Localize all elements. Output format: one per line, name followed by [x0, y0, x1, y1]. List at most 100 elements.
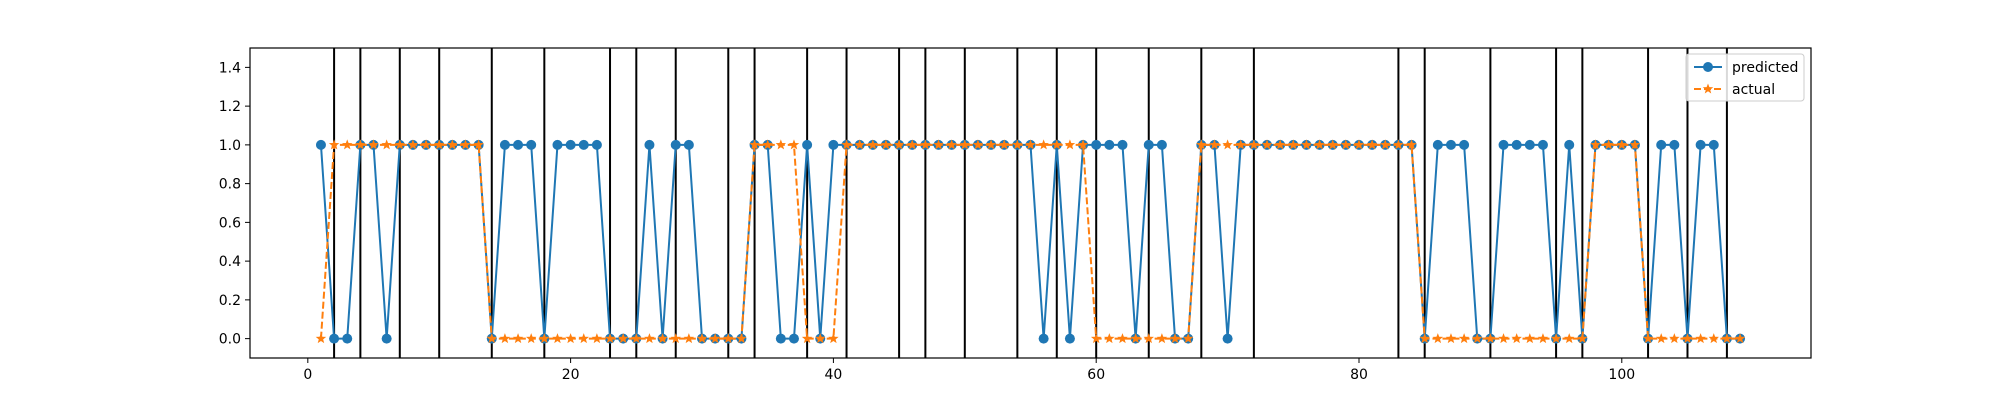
- data-point-actual: [880, 139, 892, 150]
- data-point-predicted: [1524, 139, 1535, 150]
- data-point-predicted: [1564, 139, 1575, 150]
- data-point-predicted: [1537, 139, 1548, 150]
- data-point-actual: [1472, 333, 1483, 344]
- data-point-actual: [867, 139, 879, 150]
- data-point-predicted: [513, 139, 524, 150]
- data-point-actual: [1550, 333, 1562, 344]
- data-point-actual: [486, 333, 497, 344]
- y-tick-label: 0.8: [219, 177, 241, 193]
- data-point-actual: [342, 139, 353, 150]
- x-tick-label: 60: [1087, 367, 1105, 383]
- data-point-actual: [552, 333, 563, 344]
- y-tick-label: 1.0: [219, 138, 241, 154]
- y-tick-label: 1.4: [219, 60, 241, 76]
- data-point-actual: [460, 139, 471, 150]
- data-point-actual: [998, 139, 1010, 150]
- data-point-actual: [1301, 139, 1312, 150]
- data-point-predicted: [788, 333, 799, 344]
- data-point-predicted: [1143, 139, 1154, 150]
- data-point-actual: [1130, 333, 1141, 344]
- data-point-actual: [1669, 333, 1680, 344]
- data-point-actual: [1196, 139, 1207, 150]
- data-point-actual: [644, 333, 655, 344]
- data-point-predicted: [1669, 139, 1680, 150]
- data-point-actual: [328, 139, 340, 150]
- data-point-actual: [1235, 139, 1246, 150]
- data-point-actual: [1734, 333, 1746, 344]
- data-point-actual: [1603, 139, 1614, 150]
- data-point-actual: [355, 139, 366, 150]
- data-point-actual: [1327, 139, 1338, 150]
- data-point-actual: [381, 139, 392, 150]
- data-point-predicted: [552, 139, 563, 150]
- data-point-actual: [815, 333, 826, 344]
- data-point-actual: [1261, 139, 1273, 150]
- data-point-actual: [1445, 333, 1457, 344]
- data-point-actual: [1458, 333, 1470, 344]
- data-point-actual: [525, 333, 537, 344]
- data-point-actual: [749, 139, 760, 150]
- data-point-predicted: [1708, 139, 1719, 150]
- y-tick-label: 0.6: [219, 215, 241, 231]
- legend-marker-actual: [1702, 83, 1714, 94]
- data-point-actual: [985, 139, 997, 150]
- data-point-predicted: [329, 333, 340, 344]
- data-point-actual: [828, 333, 839, 344]
- data-point-predicted: [565, 139, 576, 150]
- data-point-actual: [1511, 333, 1522, 344]
- data-point-actual: [854, 139, 865, 150]
- data-point-actual: [1419, 333, 1430, 344]
- data-point-actual: [1629, 139, 1641, 150]
- data-point-actual: [315, 333, 327, 344]
- data-point-actual: [788, 139, 800, 150]
- data-point-actual: [1524, 333, 1536, 344]
- data-point-predicted: [1695, 139, 1706, 150]
- data-point-predicted: [1656, 139, 1667, 150]
- data-point-actual: [736, 333, 747, 344]
- data-point-actual: [1695, 333, 1706, 344]
- data-point-actual: [604, 333, 616, 344]
- data-point-actual: [578, 333, 589, 344]
- data-point-actual: [1616, 139, 1628, 150]
- data-point-actual: [407, 139, 419, 150]
- data-point-actual: [1025, 139, 1036, 150]
- data-point-actual: [683, 333, 695, 344]
- data-point-predicted: [1038, 333, 1049, 344]
- data-point-actual: [1485, 333, 1496, 344]
- data-point-actual: [631, 333, 642, 344]
- data-point-actual: [1314, 139, 1325, 150]
- data-point-actual: [1380, 139, 1391, 150]
- data-point-actual: [499, 333, 511, 344]
- legend-label-actual: actual: [1732, 82, 1775, 98]
- data-point-predicted: [578, 139, 589, 150]
- data-point-actual: [1182, 333, 1194, 344]
- y-tick-label: 0.2: [219, 293, 241, 309]
- data-point-actual: [933, 139, 944, 150]
- data-point-predicted: [315, 139, 326, 150]
- data-point-predicted: [644, 139, 655, 150]
- data-point-actual: [1642, 333, 1654, 344]
- y-tick-label: 1.2: [219, 99, 241, 115]
- data-point-actual: [447, 139, 458, 150]
- data-point-actual: [1340, 139, 1352, 150]
- data-point-predicted: [775, 333, 786, 344]
- data-point-predicted: [1511, 139, 1522, 150]
- data-point-actual: [972, 139, 984, 150]
- data-point-actual: [420, 139, 432, 150]
- data-point-actual: [1077, 139, 1089, 150]
- data-point-actual: [1655, 333, 1667, 344]
- data-point-actual: [473, 139, 484, 150]
- data-point-actual: [1117, 333, 1128, 344]
- data-point-predicted: [342, 333, 353, 344]
- data-point-predicted: [381, 333, 392, 344]
- y-tick-label: 0.0: [219, 332, 241, 348]
- data-point-actual: [512, 333, 524, 344]
- data-point-actual: [1590, 139, 1601, 150]
- data-point-actual: [1564, 333, 1575, 344]
- x-tick-label: 20: [562, 367, 580, 383]
- data-point-actual: [591, 333, 603, 344]
- data-point-actual: [1209, 139, 1220, 150]
- data-point-actual: [1038, 139, 1049, 150]
